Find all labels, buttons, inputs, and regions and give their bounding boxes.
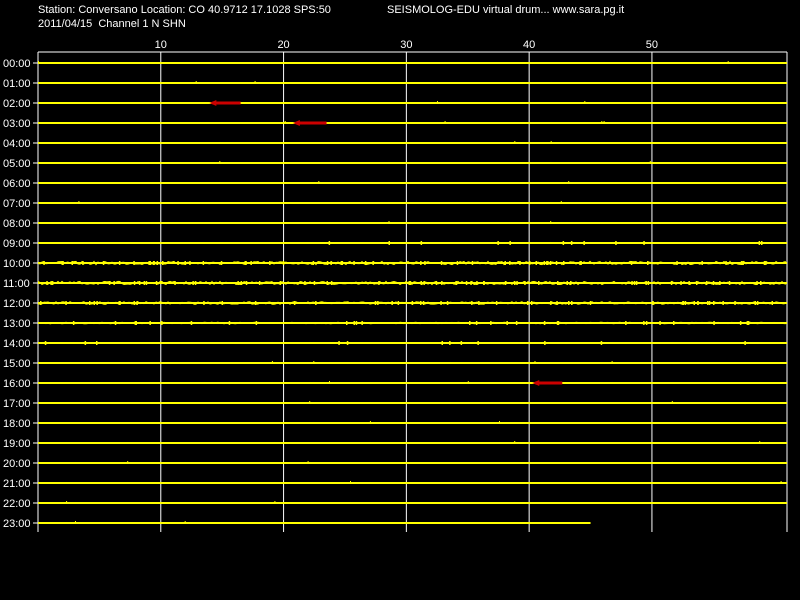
row-label: 05:00 — [3, 158, 31, 170]
trace-row — [37, 260, 787, 266]
row-label: 03:00 — [3, 118, 31, 130]
x-tick-label: 50 — [646, 39, 658, 51]
event-marker-head — [532, 380, 540, 386]
trace-row — [38, 361, 787, 364]
row-label: 21:00 — [3, 478, 31, 490]
row-label: 12:00 — [3, 298, 31, 310]
row-label: 15:00 — [3, 358, 31, 370]
row-label: 09:00 — [3, 238, 31, 250]
row-label: 11:00 — [3, 278, 30, 290]
event-marker-head — [292, 120, 300, 126]
row-label: 01:00 — [3, 78, 31, 90]
row-label: 23:00 — [3, 518, 31, 530]
trace-row — [38, 401, 787, 404]
row-label: 22:00 — [3, 498, 31, 510]
row-label: 04:00 — [3, 138, 31, 150]
trace-row — [38, 221, 787, 224]
x-tick-label: 10 — [155, 39, 167, 51]
trace-row — [37, 341, 787, 345]
trace-row — [38, 201, 787, 204]
trace-row — [37, 301, 787, 305]
trace-row — [38, 501, 787, 504]
trace-row — [38, 481, 787, 484]
trace-row — [38, 461, 787, 464]
x-tick-label: 30 — [400, 39, 412, 51]
row-label: 02:00 — [3, 98, 31, 110]
row-label: 07:00 — [3, 198, 31, 210]
station-info: Station: Conversano Location: CO 40.9712… — [38, 4, 331, 16]
trace-row — [37, 280, 787, 286]
row-label: 06:00 — [3, 178, 31, 190]
row-label: 17:00 — [3, 398, 31, 410]
x-tick-label: 20 — [277, 39, 289, 51]
trace-row — [38, 121, 787, 124]
x-tick-label: 40 — [523, 39, 535, 51]
trace-row — [38, 521, 591, 524]
trace-row — [38, 61, 787, 64]
date-channel-info: 2011/04/15 Channel 1 N SHN — [38, 18, 186, 30]
row-label: 16:00 — [3, 378, 31, 390]
row-label: 19:00 — [3, 438, 31, 450]
trace-row — [38, 181, 787, 184]
trace-row — [38, 141, 787, 144]
row-label: 20:00 — [3, 458, 31, 470]
row-label: 08:00 — [3, 218, 31, 230]
row-label: 00:00 — [3, 58, 31, 70]
trace-row — [38, 441, 787, 444]
trace-row — [38, 421, 787, 424]
event-marker-head — [209, 100, 217, 106]
trace-row — [38, 101, 787, 104]
trace-row — [38, 81, 787, 84]
row-label: 18:00 — [3, 418, 31, 430]
row-label: 10:00 — [3, 258, 31, 270]
app-title: SEISMOLOG-EDU virtual drum... www.sara.p… — [387, 4, 625, 16]
trace-row — [38, 161, 787, 164]
row-label: 13:00 — [3, 318, 31, 330]
trace-row — [37, 241, 787, 245]
trace-row — [37, 321, 787, 325]
trace-row — [38, 381, 787, 384]
row-label: 14:00 — [3, 338, 31, 350]
